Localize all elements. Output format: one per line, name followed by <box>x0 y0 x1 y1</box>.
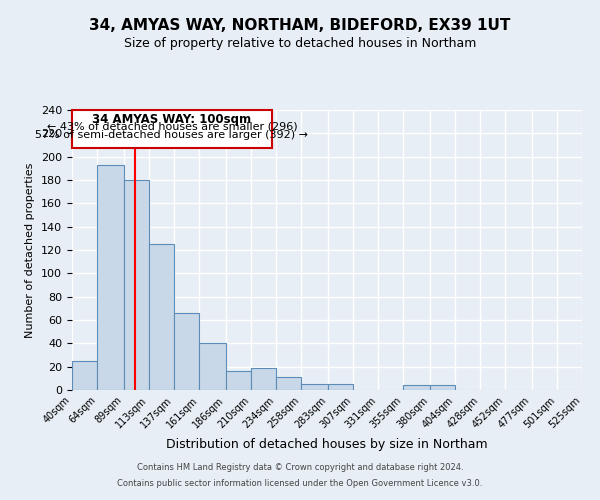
Bar <box>199 344 226 390</box>
X-axis label: Distribution of detached houses by size in Northam: Distribution of detached houses by size … <box>166 438 488 451</box>
Bar <box>301 384 328 390</box>
Bar <box>149 244 174 390</box>
Bar <box>276 377 301 390</box>
Text: ← 43% of detached houses are smaller (296): ← 43% of detached houses are smaller (29… <box>47 122 297 132</box>
Text: 57% of semi-detached houses are larger (392) →: 57% of semi-detached houses are larger (… <box>35 130 308 140</box>
Bar <box>97 165 124 390</box>
Bar <box>430 386 455 390</box>
Bar <box>174 313 199 390</box>
Y-axis label: Number of detached properties: Number of detached properties <box>25 162 35 338</box>
FancyBboxPatch shape <box>72 110 272 148</box>
Text: Contains public sector information licensed under the Open Government Licence v3: Contains public sector information licen… <box>118 478 482 488</box>
Text: Size of property relative to detached houses in Northam: Size of property relative to detached ho… <box>124 38 476 51</box>
Bar <box>328 384 353 390</box>
Bar <box>226 372 251 390</box>
Bar <box>403 386 430 390</box>
Text: 34 AMYAS WAY: 100sqm: 34 AMYAS WAY: 100sqm <box>92 114 251 126</box>
Bar <box>124 180 149 390</box>
Text: 34, AMYAS WAY, NORTHAM, BIDEFORD, EX39 1UT: 34, AMYAS WAY, NORTHAM, BIDEFORD, EX39 1… <box>89 18 511 32</box>
Bar <box>72 361 97 390</box>
Text: Contains HM Land Registry data © Crown copyright and database right 2024.: Contains HM Land Registry data © Crown c… <box>137 464 463 472</box>
Bar <box>251 368 276 390</box>
